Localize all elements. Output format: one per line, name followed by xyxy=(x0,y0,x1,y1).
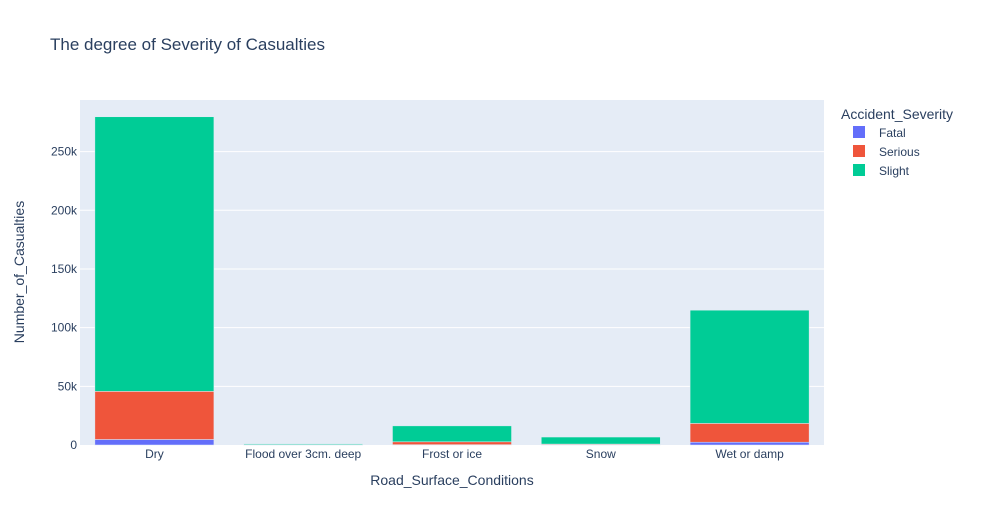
bar-slight-dry[interactable] xyxy=(94,116,215,392)
y-tick-label: 50k xyxy=(58,379,78,393)
y-tick-label: 150k xyxy=(51,262,78,276)
x-tick-label: Snow xyxy=(586,447,616,461)
bar-serious-wet-or-damp[interactable] xyxy=(689,423,810,443)
y-tick-label: 0 xyxy=(70,438,77,452)
bar-slight-flood-over-3cm-deep[interactable] xyxy=(243,443,363,445)
bar-fatal-dry[interactable] xyxy=(94,439,215,446)
bar-slight-frost-or-ice[interactable] xyxy=(392,425,512,443)
legend-label-slight[interactable]: Slight xyxy=(879,164,910,178)
legend-title: Accident_Severity xyxy=(841,106,953,122)
legend-label-serious[interactable]: Serious xyxy=(879,145,920,159)
legend-label-fatal[interactable]: Fatal xyxy=(879,126,906,140)
legend-swatch-slight[interactable] xyxy=(853,164,865,176)
y-tick-label: 250k xyxy=(51,145,78,159)
bar-fatal-wet-or-damp[interactable] xyxy=(689,441,810,446)
bar-serious-dry[interactable] xyxy=(94,391,215,440)
legend: Accident_Severity Fatal Serious Slight xyxy=(841,106,953,178)
y-tick-label: 200k xyxy=(51,203,78,217)
x-tick-label: Dry xyxy=(145,447,164,461)
y-axis-ticks: 0 50k 100k 150k 200k 250k xyxy=(51,145,78,452)
y-axis-title: Number_of_Casualties xyxy=(11,201,27,343)
legend-swatch-serious[interactable] xyxy=(853,145,865,157)
bar-slight-snow[interactable] xyxy=(541,436,661,445)
bar-slight-wet-or-damp[interactable] xyxy=(689,309,810,424)
y-tick-label: 100k xyxy=(51,321,78,335)
bars xyxy=(94,116,810,446)
x-tick-label: Frost or ice xyxy=(422,447,482,461)
x-tick-label: Flood over 3cm. deep xyxy=(245,447,361,461)
bar-serious-frost-or-ice[interactable] xyxy=(392,441,512,445)
x-axis-ticks: Dry Flood over 3cm. deep Frost or ice Snow W… xyxy=(145,447,784,461)
chart-title: The degree of Severity of Casualties xyxy=(50,35,325,54)
legend-swatch-fatal[interactable] xyxy=(853,126,865,138)
x-tick-label: Wet or damp xyxy=(715,447,784,461)
x-axis-title: Road_Surface_Conditions xyxy=(370,472,533,488)
